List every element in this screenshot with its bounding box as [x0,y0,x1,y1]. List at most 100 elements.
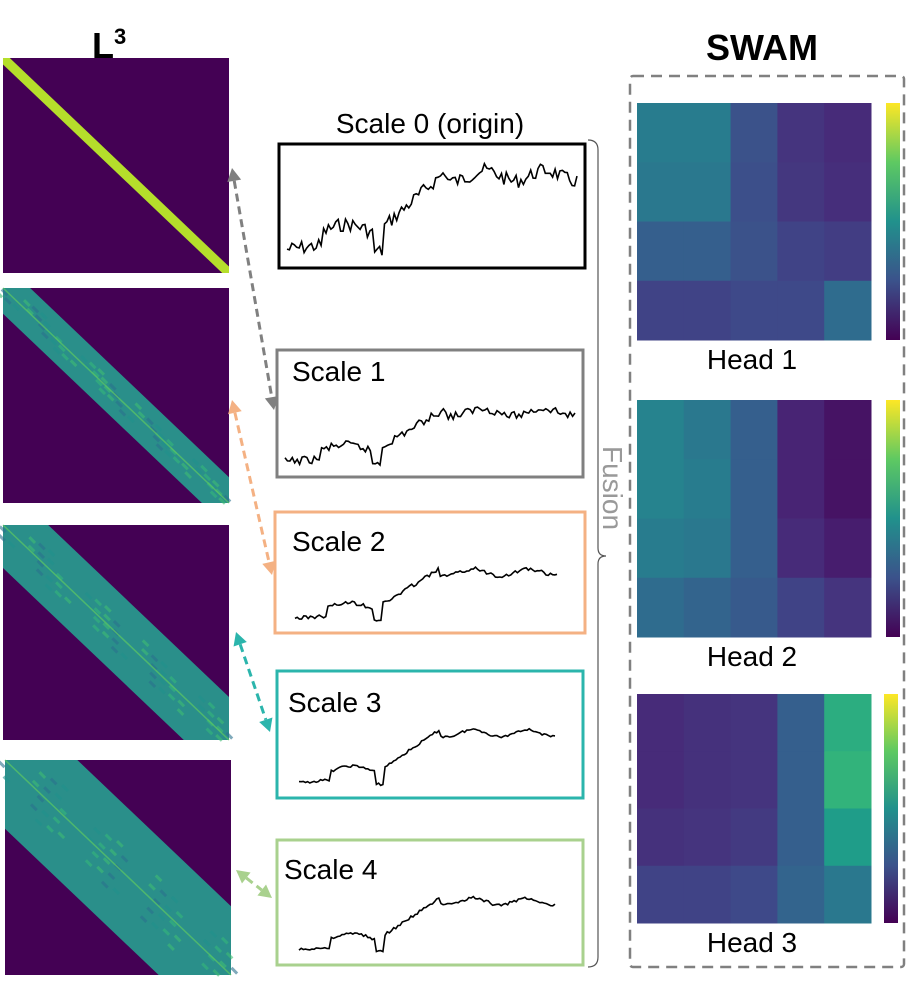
heatmap-cell [637,577,685,638]
heatmap-cell [683,400,732,460]
fusion-bracket [587,139,607,968]
scale-panel: Scale 3 [275,669,585,800]
heatmap-cell [683,577,732,638]
heatmap-cell [824,459,872,519]
fusion-label: Fusion [597,446,628,530]
time-series-line [284,406,576,467]
heatmap-cell [777,221,825,282]
scale-label: Scale 0 (origin) [336,108,524,139]
heatmap-cell [637,103,685,163]
heatmap-cell [683,808,732,867]
heatmap-cell [777,808,825,867]
left-title: L3 [92,24,126,66]
heatmap-cell [730,280,778,341]
heatmap-cell [824,751,872,809]
heatmap-cell [730,808,778,867]
heatmap-cell [824,694,872,752]
heatmap-cell [777,865,825,924]
heatmap-cell [777,162,825,222]
heatmap-cell [730,459,778,519]
heatmap-cell [730,162,778,222]
scale-panel: Scale 0 (origin) [277,108,587,270]
time-series-line [298,727,556,787]
swam-heads: Head 1 Head 2 Head 3 [637,103,900,958]
heatmap-cell [730,103,778,163]
swam-box [628,74,906,969]
heatmap-cell [824,808,872,867]
dashed-arrow [236,870,272,898]
scale-panels: Scale 0 (origin) Scale 1 Scale 2 Scale 3 Sca… [273,108,587,967]
heatmap-cell [777,280,825,341]
colorbar [886,103,900,340]
heatmap-cell [824,221,872,282]
heatmap-cell [683,518,732,579]
heatmap-cell [683,280,732,341]
heatmap-cell [824,865,872,924]
heatmap-cell [730,694,778,752]
heatmap-cell [637,162,685,222]
heatmap-cell [683,865,732,924]
scale-panel: Scale 1 [275,348,585,479]
colorbar [886,400,900,637]
attention-head: Head 3 [637,694,898,958]
head-label: Head 2 [707,641,797,672]
heatmap-cell [730,751,778,809]
heatmap-cell [730,400,778,460]
heatmap-cell [637,459,685,519]
heatmap-cell [777,103,825,163]
heatmap-cell [637,808,685,867]
heatmap-cell [824,103,872,163]
heatmap-cell [637,751,685,809]
time-series-line [298,895,556,953]
heatmap-cell [824,518,872,579]
attention-map [3,58,229,273]
heatmap-cell [730,577,778,638]
connector-arrows [227,168,279,898]
heatmap-cell [637,865,685,924]
scale-panel: Scale 4 [275,838,585,967]
dashed-arrow [227,168,279,410]
heatmap-cell [777,518,825,579]
heatmap-cell [730,221,778,282]
attention-head: Head 2 [637,400,900,672]
heatmap-cell [824,577,872,638]
attention-head: Head 1 [637,103,900,375]
heatmap-cell [824,280,872,341]
head-label: Head 1 [707,344,797,375]
heatmap-cell [683,221,732,282]
dashed-arrow [233,632,273,732]
heatmap-cell [777,577,825,638]
heatmap-cell [777,751,825,809]
time-series-line [294,565,558,622]
heatmap-cell [777,459,825,519]
time-series-line [286,161,578,256]
heatmap-cell [683,162,732,222]
heatmap-cell [683,694,732,752]
head-label: Head 3 [707,927,797,958]
attention-map [0,759,239,977]
heatmap-cell [730,865,778,924]
scale-label: Scale 2 [292,526,385,557]
colorbar [884,694,898,923]
scale-panel: Scale 2 [273,510,587,635]
heatmap-cell [777,400,825,460]
heatmap-cell [637,694,685,752]
heatmap-cell [637,400,685,460]
heatmap-cell [637,518,685,579]
heatmap-cell [683,103,732,163]
scale-label: Scale 4 [284,854,377,885]
heatmap-cell [637,280,685,341]
dashed-arrow [228,400,276,575]
heatmap-cell [637,221,685,282]
scale-label: Scale 1 [292,356,385,387]
attention-maps [0,58,239,977]
scale-label: Scale 3 [288,687,381,718]
heatmap-cell [730,518,778,579]
heatmap-cell [683,751,732,809]
heatmap-cell [777,694,825,752]
right-title: SWAM [706,27,818,68]
heatmap-cell [824,162,872,222]
heatmap-cell [683,459,732,519]
attention-map [0,524,234,742]
